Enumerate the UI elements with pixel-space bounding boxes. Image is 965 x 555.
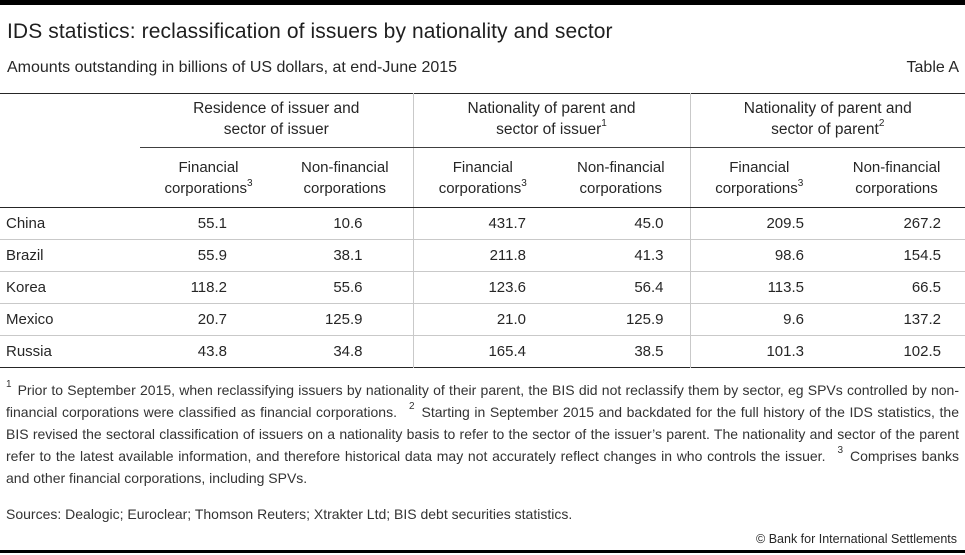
- table-row: Korea 118.2 55.6 123.6 56.4 113.5 66.5: [0, 271, 965, 304]
- table-row: Brazil 55.9 38.1 211.8 41.3 98.6 154.5: [0, 239, 965, 272]
- group-header-residence-sector-issuer: Residence of issuer and sector of issuer: [140, 93, 414, 148]
- cell-value: 43.8: [140, 335, 277, 368]
- footnote-ref-3: 3: [246, 177, 253, 189]
- cell-value: 165.4: [412, 335, 553, 368]
- cell-value: 125.9: [277, 303, 414, 336]
- col-header-financial-1: Financial corporations3: [140, 147, 277, 208]
- group-header-nationality-sector-parent: Nationality of parent and sector of pare…: [689, 93, 965, 148]
- footnote-marker-3: 3: [837, 445, 844, 457]
- cell-value: 123.6: [412, 271, 553, 304]
- sub-header-row: Financial corporations3 Non-financial co…: [0, 147, 965, 208]
- footnote-3-text: Comprises banks and other financial corp…: [6, 448, 960, 486]
- footnotes: 1 Prior to September 2015, when reclassif…: [6, 379, 959, 489]
- sources-line: Sources: Dealogic; Euroclear; Thomson Re…: [6, 506, 573, 522]
- stub-cell: [0, 94, 140, 148]
- col-header-financial-2: Financial corporations3: [412, 147, 553, 208]
- cell-value: 56.4: [552, 271, 691, 304]
- cell-value: 38.5: [552, 335, 691, 368]
- table-subtitle: Amounts outstanding in billions of US do…: [7, 59, 458, 76]
- footnote-marker-1: 1: [6, 379, 12, 391]
- stub-cell: [0, 147, 140, 208]
- group-header-nationality-sector-issuer: Nationality of parent and sector of issu…: [412, 93, 691, 148]
- cell-value: 41.3: [552, 239, 691, 272]
- table-row: Russia 43.8 34.8 165.4 38.5 101.3 102.5: [0, 335, 965, 368]
- row-label: Brazil: [0, 239, 140, 272]
- cell-value: 55.6: [277, 271, 414, 304]
- top-border: [0, 0, 965, 5]
- footnote-ref-3: 3: [521, 177, 527, 189]
- row-label: Mexico: [0, 303, 140, 336]
- footnote-ref-2: 2: [878, 118, 885, 130]
- footnote-ref-1: 1: [601, 118, 607, 130]
- col-header-financial-3: Financial corporations3: [689, 147, 829, 208]
- row-label: China: [6, 215, 46, 232]
- data-table: Residence of issuer and sector of issuer…: [0, 93, 965, 368]
- subtitle-row: Amounts outstanding in billions of US do…: [7, 57, 959, 79]
- cell-value: 66.5: [828, 271, 965, 304]
- cell-value: 431.7: [412, 207, 553, 240]
- cell-value: 101.3: [689, 335, 829, 368]
- footnote-marker-2: 2: [408, 401, 415, 413]
- col-header-nonfinancial-1: Non-financial corporations: [277, 147, 414, 208]
- cell-value: 113.5: [689, 271, 829, 304]
- cell-value: 55.9: [140, 239, 277, 272]
- copyright-notice: © Bank for International Settlements: [756, 532, 957, 546]
- cell-value: 38.1: [277, 239, 414, 272]
- cell-value: 45.0: [634, 215, 664, 232]
- table-row: Mexico 20.7 125.9 21.0 125.9 9.6 137.2: [0, 303, 965, 336]
- col-header-nonfinancial-3: Non-financial corporations: [828, 147, 965, 208]
- cell-value: 98.6: [689, 239, 829, 272]
- cell-value: 20.7: [140, 303, 277, 336]
- footnote-ref-3: 3: [797, 177, 804, 189]
- table-label: Table A: [906, 59, 959, 76]
- cell-value: 211.8: [412, 239, 553, 272]
- table-row: China 55.1 10.6 431.7 45.0 209.5 267.2: [0, 207, 965, 240]
- footnote-1-text: Prior to September 2015, when reclassify…: [6, 382, 959, 420]
- group-header-row: Residence of issuer and sector of issuer…: [0, 93, 965, 148]
- cell-value: 137.2: [828, 303, 965, 336]
- cell-value: 102.5: [828, 335, 965, 368]
- cell-value: 209.5: [689, 207, 829, 240]
- bottom-border: [0, 550, 965, 553]
- cell-value: 9.6: [689, 303, 829, 336]
- cell-value: 118.2: [140, 271, 277, 304]
- col-header-nonfinancial-2: Non-financial corporations: [552, 147, 691, 208]
- row-label: Russia: [0, 335, 140, 368]
- cell-value: 10.6: [333, 215, 363, 232]
- footnote-2-text: Starting in September 2015 and backdated…: [6, 404, 959, 464]
- cell-value: 21.0: [412, 303, 553, 336]
- cell-value: 267.2: [903, 215, 942, 232]
- row-label: Korea: [0, 271, 140, 304]
- page-title: IDS statistics: reclassification of issu…: [7, 20, 613, 43]
- cell-value: 55.1: [197, 215, 227, 232]
- cell-value: 125.9: [552, 303, 691, 336]
- cell-value: 154.5: [828, 239, 965, 272]
- cell-value: 34.8: [277, 335, 414, 368]
